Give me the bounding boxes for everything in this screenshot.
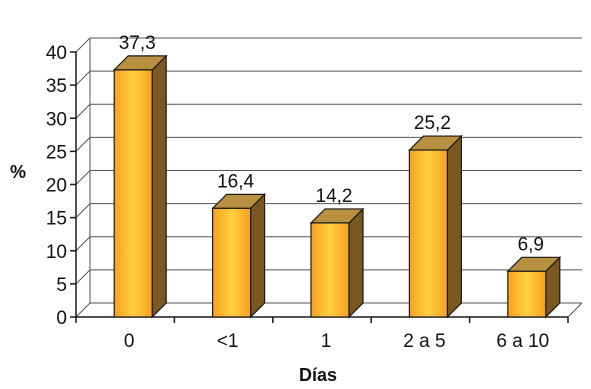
bar-side: [446, 134, 462, 319]
x-tick-label: <1: [217, 331, 239, 352]
gridline-depth: [75, 302, 91, 318]
bar-front: [507, 270, 547, 318]
y-tick-label: 15: [46, 209, 67, 230]
y-tick-label: 20: [46, 176, 67, 197]
x-tick-label: 1: [321, 331, 332, 352]
y-tick-label: 5: [56, 275, 67, 296]
bar-front: [113, 69, 153, 318]
x-axis-title: Días: [299, 365, 337, 385]
bar: [407, 134, 463, 319]
gridline-depth: [75, 70, 91, 86]
y-axis-title: %: [10, 162, 26, 182]
labels: 0 5 10 15 20 25 30 35 40 37,3 0 16,4 <1 14,2 1 25,2 2 a …: [46, 33, 549, 352]
x-tick-label: 0: [124, 331, 135, 352]
gridline-depth: [75, 269, 91, 285]
gridline-depth: [75, 137, 91, 152]
gridline-depth: [75, 203, 91, 218]
gridline-depth: [75, 170, 91, 185]
data-label: 14,2: [316, 186, 353, 207]
gridline-depth: [75, 37, 91, 53]
bar: [506, 255, 562, 319]
bar-front: [212, 207, 252, 318]
y-tick-label: 35: [46, 76, 67, 97]
x-tick-label: 2 a 5: [403, 331, 445, 352]
data-label: 25,2: [414, 113, 451, 134]
bar-side: [250, 192, 266, 319]
bar-side: [348, 207, 364, 319]
bar-front: [310, 222, 350, 318]
y-tick-label: 0: [56, 308, 67, 329]
y-tick-label: 10: [46, 242, 67, 263]
bar-side: [151, 54, 167, 319]
gridline-depth: [75, 236, 91, 252]
y-tick-label: 30: [46, 109, 67, 130]
data-label: 6,9: [518, 234, 544, 255]
bar-front: [408, 149, 448, 318]
data-label: 16,4: [217, 171, 254, 192]
floor-edge: [567, 302, 583, 318]
bars: [112, 54, 562, 319]
x-tick-label: 6 a 10: [496, 331, 549, 352]
y-tick-label: 40: [46, 43, 67, 64]
bar: [112, 54, 168, 319]
bar: [211, 192, 267, 319]
bar: [309, 207, 365, 319]
y-tick-label: 25: [46, 142, 67, 163]
data-label: 37,3: [119, 33, 156, 54]
gridline-depth: [75, 103, 91, 119]
